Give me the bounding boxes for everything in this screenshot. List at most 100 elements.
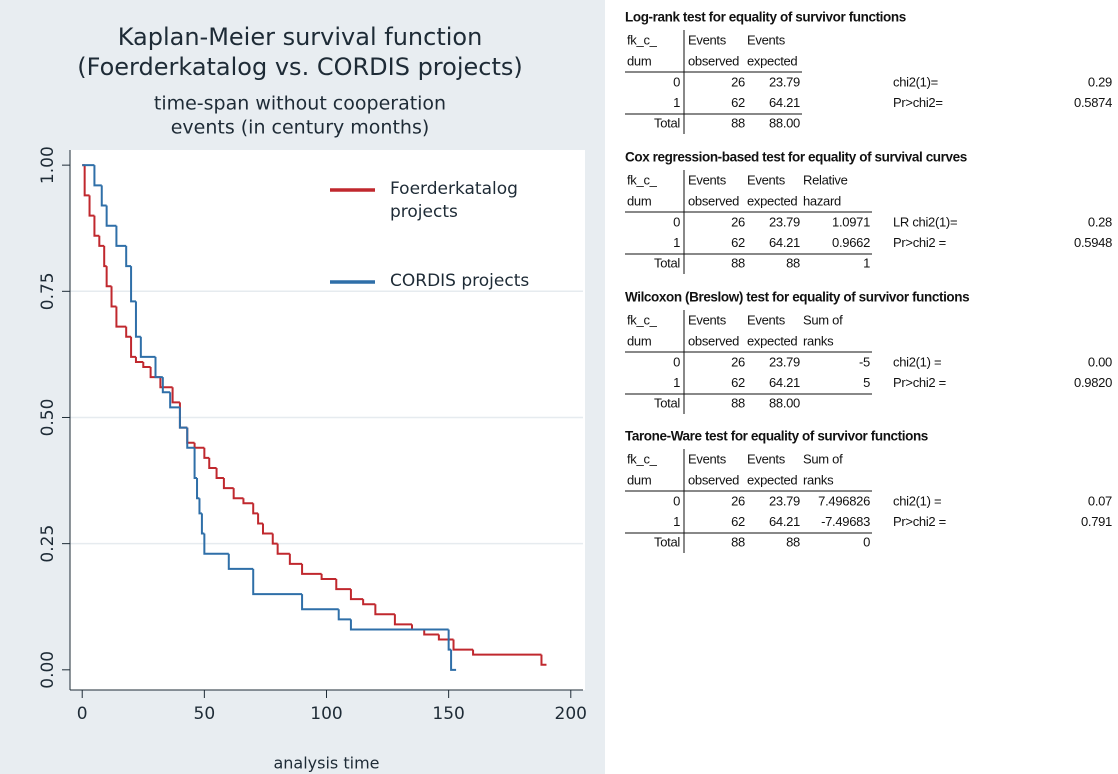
table-header: expected xyxy=(747,472,797,487)
stat-label: LR chi2(1)= xyxy=(893,214,957,229)
survival-step xyxy=(349,619,449,631)
table-cell: 88 xyxy=(786,534,800,549)
table-header: Events xyxy=(747,32,786,47)
survival-step xyxy=(215,467,224,480)
table-cell: 64.21 xyxy=(769,95,800,110)
table-header: fk_c_ xyxy=(627,451,658,466)
survival-step xyxy=(100,185,107,207)
table-header: expected xyxy=(747,333,797,348)
table-header: dum xyxy=(627,333,651,348)
survival-step xyxy=(88,195,95,217)
table-header: fk_c_ xyxy=(627,172,658,187)
table-header: Events xyxy=(747,451,786,466)
stat-label: chi2(1) = xyxy=(893,354,941,369)
y-tick-label: 0.00 xyxy=(38,651,58,689)
x-tick-label: 100 xyxy=(310,704,342,724)
table-title: Tarone-Ware test for equality of survivo… xyxy=(625,429,928,444)
table-cell: 0 xyxy=(863,534,870,549)
chart-title: (Foerderkatalog vs. CORDIS projects) xyxy=(77,53,522,81)
table-cell: 88 xyxy=(731,395,745,410)
survival-step xyxy=(178,407,188,429)
table-title: Log-rank test for equality of survivor f… xyxy=(625,10,906,25)
survival-step xyxy=(130,336,136,358)
table-cell: 26 xyxy=(731,74,745,89)
table-cell: 64.21 xyxy=(769,375,800,390)
table-cell: 88 xyxy=(731,115,745,130)
survival-step xyxy=(203,447,210,459)
stat-label: chi2(1) = xyxy=(893,493,941,508)
survival-step xyxy=(115,306,127,328)
table-title: Cox regression-based test for equality o… xyxy=(625,150,967,165)
stat-label: Pr>chi2 = xyxy=(893,235,946,250)
table-cell: 0 xyxy=(673,354,680,369)
table-cell: Total xyxy=(654,255,680,270)
survival-step xyxy=(186,427,195,449)
survival-step xyxy=(349,589,364,601)
table-cell: 1 xyxy=(673,95,680,110)
stat-label: Pr>chi2 = xyxy=(893,375,946,390)
survival-step xyxy=(93,165,102,187)
plot-area xyxy=(70,150,585,690)
table-cell: 26 xyxy=(731,493,745,508)
table-cell: 88.00 xyxy=(769,115,800,130)
survival-step xyxy=(227,553,254,570)
table-cell: 23.79 xyxy=(769,493,800,508)
table-header: dum xyxy=(627,193,651,208)
survival-step xyxy=(374,604,395,616)
survival-step xyxy=(105,205,117,227)
table-header: Events xyxy=(747,312,786,327)
table-cell: 1 xyxy=(673,375,680,390)
survival-step xyxy=(301,594,339,611)
table-header: observed xyxy=(688,333,739,348)
survival-step xyxy=(125,326,132,338)
stat-value: 0.28 xyxy=(1088,214,1112,229)
table-cell: 0 xyxy=(673,493,680,508)
table-header: hazard xyxy=(803,193,841,208)
table-cell: Total xyxy=(654,395,680,410)
table-header: observed xyxy=(688,193,739,208)
table-cell: 62 xyxy=(731,514,745,529)
survival-step xyxy=(222,478,234,490)
survival-step xyxy=(232,488,244,500)
x-tick-label: 150 xyxy=(432,704,464,724)
table-header: Events xyxy=(688,32,727,47)
y-tick-label: 0.75 xyxy=(38,272,58,310)
table-header: expected xyxy=(747,193,797,208)
table-cell: 64.21 xyxy=(769,235,800,250)
survival-step xyxy=(261,523,273,535)
survival-step xyxy=(98,235,105,247)
survival-step xyxy=(134,356,144,363)
survival-step xyxy=(423,629,439,636)
table-cell: 64.21 xyxy=(769,514,800,529)
survival-step xyxy=(452,639,474,651)
survival-step xyxy=(193,442,205,449)
table-cell: 88 xyxy=(786,255,800,270)
survival-step xyxy=(450,649,457,671)
survival-step xyxy=(393,614,412,626)
survival-step xyxy=(115,225,127,247)
survival-step xyxy=(200,513,205,535)
table-header: dum xyxy=(627,472,651,487)
table-header: ranks xyxy=(803,333,834,348)
legend-label: Foerderkatalog projects xyxy=(390,179,518,222)
table-title: Wilcoxon (Breslow) test for equality of … xyxy=(625,290,969,305)
stat-value: 0.9820 xyxy=(1074,375,1112,390)
survival-step xyxy=(242,498,254,505)
survival-step xyxy=(540,654,547,666)
table-cell: 5 xyxy=(863,375,870,390)
survival-step xyxy=(276,543,290,555)
x-tick-label: 50 xyxy=(194,704,216,724)
table-cell: 23.79 xyxy=(769,214,800,229)
survival-step xyxy=(171,387,180,404)
survival-step xyxy=(447,629,452,651)
survival-step xyxy=(159,377,173,389)
survival-step xyxy=(105,266,112,288)
table-header: observed xyxy=(688,53,739,68)
survival-step xyxy=(110,286,117,308)
survival-step xyxy=(169,392,180,409)
chart-subtitle: events (in century months) xyxy=(171,117,430,139)
table-header: Sum of xyxy=(803,451,843,466)
table-header: expected xyxy=(747,53,797,68)
table-cell: 7.496826 xyxy=(818,493,870,508)
